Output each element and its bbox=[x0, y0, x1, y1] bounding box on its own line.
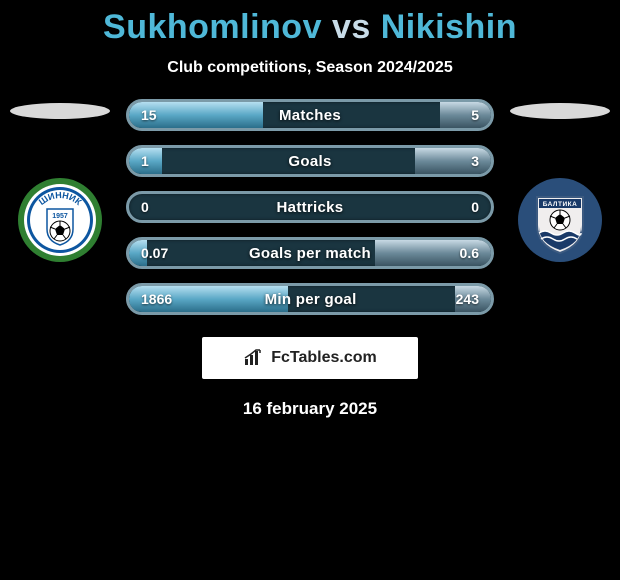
bars-icon bbox=[243, 347, 265, 369]
player1-photo bbox=[10, 103, 110, 119]
stat-value-right: 3 bbox=[437, 153, 491, 169]
stat-row: 1Goals3 bbox=[126, 145, 494, 177]
stat-value-left: 1866 bbox=[129, 291, 184, 307]
stat-value-right: 243 bbox=[437, 291, 491, 307]
stat-value-left: 0 bbox=[129, 199, 183, 215]
date: 16 february 2025 bbox=[0, 399, 620, 419]
page-title: Sukhomlinov vs Nikishin bbox=[0, 8, 620, 47]
stats-column: 15Matches5 1Goals3 0Hattricks0 0.07Goals pe… bbox=[112, 99, 508, 315]
stat-label: Matches bbox=[183, 107, 437, 124]
player2-name: Nikishin bbox=[381, 8, 517, 46]
stat-value-right: 0 bbox=[437, 199, 491, 215]
team-left-crest: ШИННИК 1957 bbox=[17, 177, 103, 263]
player2-photo bbox=[510, 103, 610, 119]
svg-text:1957: 1957 bbox=[52, 213, 68, 220]
svg-text:БАЛТИКА: БАЛТИКА bbox=[543, 201, 578, 208]
shinnik-crest-icon: ШИННИК 1957 bbox=[17, 177, 103, 263]
stat-value-right: 0.6 bbox=[437, 245, 491, 261]
stat-value-left: 0.07 bbox=[129, 245, 183, 261]
left-side: ШИННИК 1957 bbox=[8, 99, 112, 263]
stat-value-right: 5 bbox=[437, 107, 491, 123]
source-text: FcTables.com bbox=[271, 349, 377, 367]
stat-label: Hattricks bbox=[183, 199, 437, 216]
stat-row: 1866Min per goal243 bbox=[126, 283, 494, 315]
player1-name: Sukhomlinov bbox=[103, 8, 322, 46]
subtitle: Club competitions, Season 2024/2025 bbox=[0, 59, 620, 77]
stat-value-left: 1 bbox=[129, 153, 183, 169]
stat-label: Goals bbox=[183, 153, 437, 170]
source-badge: FcTables.com bbox=[202, 337, 418, 379]
stat-row: 0.07Goals per match0.6 bbox=[126, 237, 494, 269]
right-side: БАЛТИКА bbox=[508, 99, 612, 263]
stat-row: 0Hattricks0 bbox=[126, 191, 494, 223]
baltika-crest-icon: БАЛТИКА bbox=[517, 177, 603, 263]
stat-row: 15Matches5 bbox=[126, 99, 494, 131]
stat-label: Min per goal bbox=[184, 291, 437, 308]
stat-label: Goals per match bbox=[183, 245, 437, 262]
stat-value-left: 15 bbox=[129, 107, 183, 123]
team-right-crest: БАЛТИКА bbox=[517, 177, 603, 263]
comparison-row: ШИННИК 1957 15Matches51Goals30Hattricks0… bbox=[0, 99, 620, 315]
vs-text: vs bbox=[332, 8, 371, 46]
